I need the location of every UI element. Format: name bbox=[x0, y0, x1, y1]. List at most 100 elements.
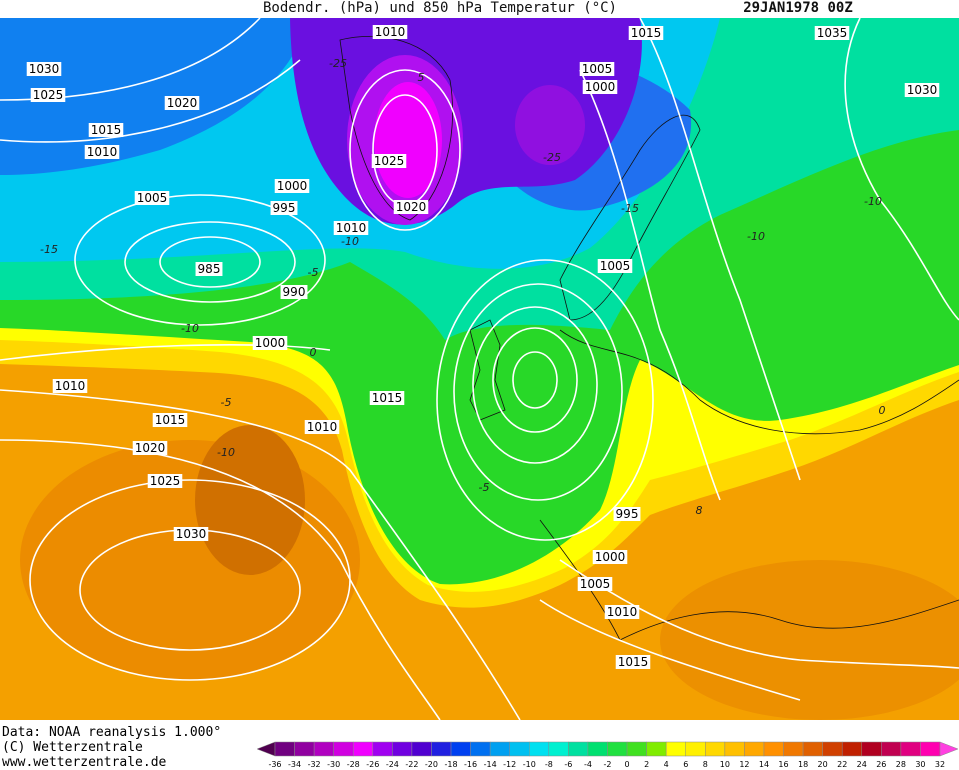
colorbar-tick-label: 28 bbox=[896, 760, 906, 769]
isobar-label: 985 bbox=[198, 262, 221, 276]
isobar bbox=[0, 344, 331, 361]
colorbar-swatch bbox=[313, 741, 334, 757]
isobar-label-box bbox=[132, 441, 168, 455]
colorbar-swatch bbox=[548, 741, 569, 757]
colorbar-tick-label: 16 bbox=[778, 760, 788, 769]
footer-line: Data: NOAA reanalysis 1.000° bbox=[2, 725, 221, 740]
colorbar-swatch bbox=[685, 741, 706, 757]
colorbar-swatch bbox=[509, 741, 530, 757]
isobar-label-box bbox=[26, 62, 62, 76]
isobar-label: 1015 bbox=[372, 391, 403, 405]
zone-magenta bbox=[374, 82, 442, 198]
temperature-label: -10 bbox=[181, 322, 199, 335]
isobar-label-box bbox=[280, 285, 308, 299]
isobar-label: 995 bbox=[616, 507, 639, 521]
colorbar-swatch bbox=[352, 741, 374, 757]
colorbar-tick-label: 14 bbox=[759, 760, 769, 769]
colorbar-swatch bbox=[431, 741, 452, 757]
temperature-label: 0 bbox=[879, 404, 886, 417]
colorbar-tick-label: -32 bbox=[308, 760, 321, 769]
isobar-label-box bbox=[613, 507, 641, 521]
temperature-label: -10 bbox=[341, 235, 359, 248]
colorbar-swatch bbox=[607, 741, 628, 757]
temperature-label: -10 bbox=[864, 195, 882, 208]
isobar bbox=[124, 221, 296, 303]
isobar-label: 1030 bbox=[907, 83, 938, 97]
colorbar-swatch bbox=[411, 741, 432, 757]
colorbar-tick-label: -10 bbox=[523, 760, 536, 769]
colorbar-tick-label: 10 bbox=[720, 760, 730, 769]
colorbar-swatch bbox=[372, 741, 393, 757]
isobar-label: 1030 bbox=[29, 62, 60, 76]
isobar-label-box bbox=[628, 26, 664, 40]
colorbar-tick-label: -20 bbox=[425, 760, 438, 769]
isobar-label-box bbox=[393, 200, 429, 214]
colorbar-tick-label: 2 bbox=[644, 760, 649, 769]
isobar-label: 1020 bbox=[167, 96, 198, 110]
zone-blue-west bbox=[0, 18, 310, 175]
colorbar-tick-label: -28 bbox=[347, 760, 360, 769]
footer-line: www.wetterzentrale.de bbox=[2, 755, 167, 770]
colorbar-tick-label: 18 bbox=[798, 760, 808, 769]
isobar-label: 1010 bbox=[375, 25, 406, 39]
isobar-label: 1010 bbox=[336, 221, 367, 235]
isobar-label: 1025 bbox=[33, 88, 64, 102]
isobar-label: 1020 bbox=[135, 441, 166, 455]
map-date: 29JAN1978 00Z bbox=[743, 0, 853, 16]
isobar-label-box bbox=[195, 262, 223, 276]
temperature-label: -25 bbox=[543, 151, 561, 164]
temperature-label: -10 bbox=[747, 230, 765, 243]
colorbar-swatch bbox=[568, 741, 589, 757]
colorbar-tick-label: -4 bbox=[584, 760, 592, 769]
isobar bbox=[512, 351, 558, 409]
isobar-label-box bbox=[274, 179, 310, 193]
isobar-label-box bbox=[88, 123, 124, 137]
colorbar-tick-label: -24 bbox=[386, 760, 399, 769]
isobar-label-box bbox=[173, 527, 209, 541]
isobar-label: 1010 bbox=[307, 420, 338, 434]
zone-brown bbox=[195, 425, 305, 575]
isobar bbox=[159, 236, 261, 288]
colorbar-tick-label: 12 bbox=[739, 760, 749, 769]
coast-europe bbox=[559, 329, 959, 435]
isobar-label-box bbox=[904, 83, 940, 97]
colorbar-swatch bbox=[529, 741, 550, 757]
isobar-label: 1025 bbox=[374, 154, 405, 168]
isobar-label: 1030 bbox=[176, 527, 207, 541]
map-title: Bodendr. (hPa) und 850 hPa Temperatur (°… bbox=[263, 0, 617, 16]
colorbar-swatch bbox=[920, 741, 941, 757]
isobar bbox=[492, 327, 578, 433]
isobar-label: 1010 bbox=[87, 145, 118, 159]
colorbar-swatch bbox=[802, 741, 823, 757]
isobar-label-box bbox=[134, 191, 170, 205]
colorbar-tick-label: -12 bbox=[503, 760, 516, 769]
isobar-label-box bbox=[582, 80, 618, 94]
isobar-label-box bbox=[270, 201, 298, 215]
temperature-label: -15 bbox=[40, 243, 58, 256]
isobar-label: 1005 bbox=[580, 577, 611, 591]
colorbar-tick-label: -2 bbox=[604, 760, 612, 769]
isobar bbox=[579, 69, 721, 501]
isobar bbox=[349, 69, 461, 231]
zone-dark-orange bbox=[20, 440, 360, 680]
isobar-label-box bbox=[369, 391, 405, 405]
map-labels: 1010 1015 1035 1030 1025 1020 1015 1010 1005 1000… bbox=[26, 25, 940, 669]
colorbar-tick-label: 24 bbox=[857, 760, 867, 769]
temperature-label: -5 bbox=[221, 396, 232, 409]
isobar-label-box bbox=[577, 577, 613, 591]
colorbar-tick-label: -22 bbox=[405, 760, 418, 769]
isobar bbox=[436, 259, 654, 541]
isobar-label: 1005 bbox=[137, 191, 168, 205]
isobar-label: 1000 bbox=[255, 336, 286, 350]
colorbar-tick-label: -8 bbox=[545, 760, 553, 769]
isobar-label: 1005 bbox=[582, 62, 613, 76]
isobar-label-box bbox=[604, 605, 640, 619]
isobar-label-box bbox=[333, 221, 369, 235]
colorbar-tick-label: 4 bbox=[664, 760, 669, 769]
temperature-label: 0 bbox=[310, 346, 317, 359]
colorbar-tick-label: 32 bbox=[935, 760, 945, 769]
colorbar-tick-label: -18 bbox=[444, 760, 457, 769]
colorbar-swatch bbox=[900, 741, 921, 757]
isobar bbox=[0, 439, 441, 721]
colorbar-swatch bbox=[783, 741, 804, 757]
